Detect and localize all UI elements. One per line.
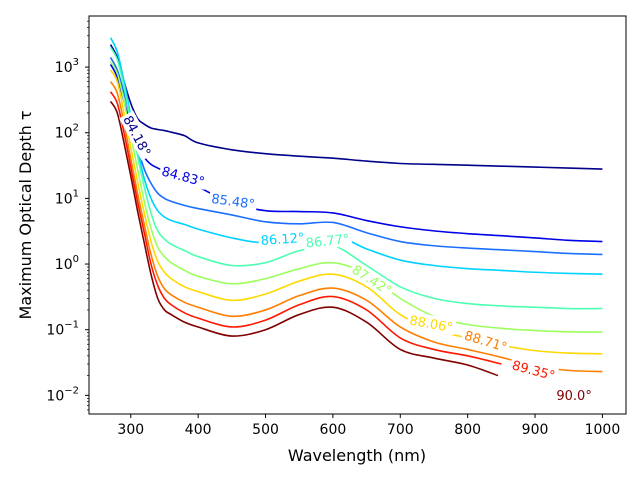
contour-label-4: 86.12° <box>260 231 305 249</box>
contour-label-backdrop <box>550 386 599 403</box>
y-tick-label: 102 <box>55 123 79 142</box>
plot-frame <box>88 15 627 415</box>
contour-label-backdrop <box>508 355 559 384</box>
x-axis: 300 400 500 600 700 800 900 1000 <box>117 414 620 438</box>
contour-label-layer: 84.18°84.83°85.48°86.12° 86.77°87.42°88.0… <box>119 110 599 404</box>
x-tick-label: 700 <box>387 422 414 438</box>
series-line-5 <box>109 46 603 310</box>
contour-label-5: 86.77° <box>305 232 350 251</box>
y-tick-label: 103 <box>55 57 79 76</box>
contour-label-backdrop <box>302 229 353 251</box>
contour-label-backdrop <box>208 189 259 213</box>
contour-label-10: 90.0° <box>556 389 591 404</box>
contour-label-backdrop <box>119 110 156 161</box>
contour-label-group-5: 86.77° <box>302 229 353 252</box>
contour-label-backdrop <box>406 311 457 336</box>
y-tick-label: 10−2 <box>46 385 79 404</box>
y-axis-title: Maximum Optical Depth τ <box>16 111 35 320</box>
y-tick-label: 101 <box>55 188 79 207</box>
contour-label-backdrop <box>158 161 209 190</box>
contour-label-backdrop <box>347 259 397 300</box>
series-line-9 <box>109 91 502 365</box>
series-line-10 <box>109 100 499 377</box>
contour-label-3: 85.48° <box>210 192 255 213</box>
contour-label-group-3: 85.48° <box>208 189 259 213</box>
series-line-8 <box>109 81 603 373</box>
x-axis-title: Wavelength (nm) <box>288 446 426 465</box>
x-tick-label: 400 <box>185 422 212 438</box>
x-tick-label: 1000 <box>585 422 621 438</box>
contour-label-group-4: 86.12° <box>257 228 307 249</box>
y-tick-label: 100 <box>55 254 79 273</box>
x-tick-label: 900 <box>522 422 549 438</box>
series-line-6 <box>109 61 603 333</box>
contour-label-group-10: 90.0° <box>550 386 599 404</box>
x-tick-label: 600 <box>320 422 347 438</box>
x-tick-label: 800 <box>454 422 481 438</box>
series-line-1 <box>109 44 603 170</box>
y-axis: 10−2 10−1 100 101 102 103 <box>46 20 89 411</box>
contour-label-group-7: 88.06° <box>406 311 457 336</box>
x-tick-label: 300 <box>117 422 144 438</box>
contour-label-backdrop <box>460 326 512 356</box>
y-tick-label: 10−1 <box>46 320 79 339</box>
contour-label-backdrop <box>257 228 307 249</box>
x-tick-label: 500 <box>252 422 279 438</box>
contour-label-7: 88.06° <box>408 314 454 336</box>
